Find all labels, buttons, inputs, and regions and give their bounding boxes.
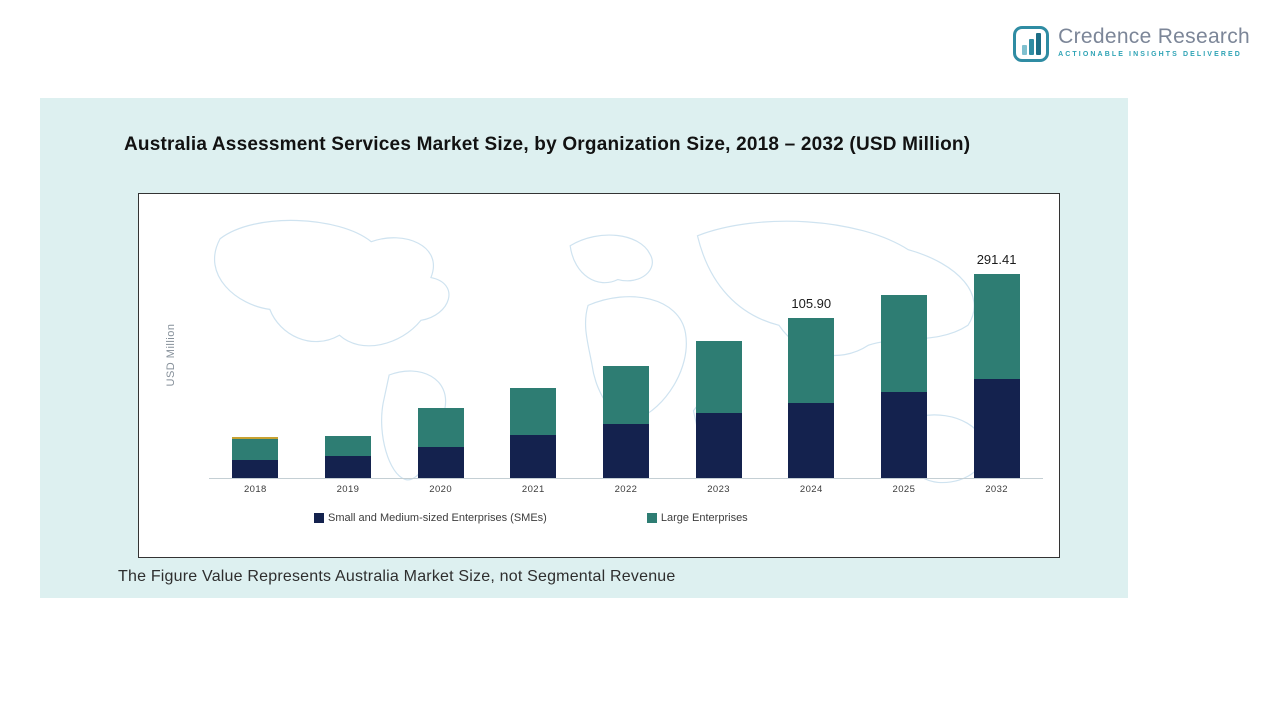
bar-segment-sme xyxy=(510,435,557,478)
x-tick-label: 2024 xyxy=(799,484,823,495)
bar-column xyxy=(602,344,649,478)
bar-column xyxy=(417,386,464,478)
bar-value-label: 291.41 xyxy=(976,252,1017,267)
bar-column xyxy=(695,319,742,478)
x-tick-label: 2023 xyxy=(707,484,730,495)
bar-value-label: 105.90 xyxy=(791,296,832,311)
bar-column: 291.41 xyxy=(973,252,1020,478)
chart-legend: Small and Medium-sized Enterprises (SMEs… xyxy=(209,512,748,524)
bar-segment-large-enterprises xyxy=(232,439,279,460)
legend-label-large: Large Enterprises xyxy=(660,512,748,524)
bar-column xyxy=(324,414,371,478)
bar-gold-cap xyxy=(232,437,279,439)
chart-title: Australia Assessment Services Market Siz… xyxy=(124,134,971,155)
bar-segment-sme xyxy=(602,424,649,478)
x-tick-label: 2019 xyxy=(336,484,360,495)
bar-segment-large-enterprises xyxy=(324,436,371,456)
x-tick-label: 2025 xyxy=(892,484,916,495)
legend-swatch-sme xyxy=(314,513,324,523)
bar-segment-sme xyxy=(880,392,927,478)
bar-column: 105.90 xyxy=(788,296,835,478)
legend-item-large: Large Enterprises xyxy=(646,512,748,524)
chart-panel: Australia Assessment Services Market Siz… xyxy=(40,98,1128,598)
bar-segment-large-enterprises xyxy=(417,408,464,447)
bar-column xyxy=(232,415,279,478)
bar-segment-sme xyxy=(324,456,371,478)
bar-segment-sme xyxy=(788,403,835,478)
x-tick-label: 2022 xyxy=(614,484,638,495)
credence-research-logo: Credence Research Actionable Insights De… xyxy=(1013,25,1250,62)
logo-name: Credence Research xyxy=(1058,25,1250,48)
bar-segment-sme xyxy=(695,413,742,478)
legend-item-sme: Small and Medium-sized Enterprises (SMEs… xyxy=(314,512,547,524)
x-tick-label: 2032 xyxy=(985,484,1008,495)
x-axis-tick-row: 2018 2019 2020 2021 2022 2023 2024 2025 2032 xyxy=(209,484,1043,495)
bar-segment-large-enterprises xyxy=(973,274,1020,379)
chart-footnote: The Figure Value Represents Australia Ma… xyxy=(118,568,676,585)
bar-segment-large-enterprises xyxy=(788,318,835,403)
bar-segment-large-enterprises xyxy=(695,341,742,413)
logo-tagline: Actionable Insights Delivered xyxy=(1058,51,1242,59)
bar-segment-large-enterprises xyxy=(510,388,557,435)
legend-swatch-large xyxy=(646,513,657,523)
bar-segment-sme xyxy=(973,379,1020,478)
legend-label-sme: Small and Medium-sized Enterprises (SMEs… xyxy=(328,512,547,524)
plot-area: 105.90 291.41 xyxy=(209,252,1043,479)
bar-chart-logo-icon xyxy=(1013,26,1050,62)
x-tick-label: 2020 xyxy=(429,484,452,495)
bar-segment-sme xyxy=(232,460,279,478)
bar-column xyxy=(510,366,557,478)
bar-segment-large-enterprises xyxy=(880,295,927,392)
bar-column xyxy=(880,273,927,478)
chart-plot-box: USD Million 105.90 291.41 2018 2019 2020 202… xyxy=(138,193,1060,558)
y-axis-label: USD Million xyxy=(165,323,177,387)
x-tick-label: 2021 xyxy=(521,484,545,495)
x-tick-label: 2018 xyxy=(243,484,267,495)
bar-segment-large-enterprises xyxy=(602,366,649,424)
bar-segment-sme xyxy=(417,447,464,478)
